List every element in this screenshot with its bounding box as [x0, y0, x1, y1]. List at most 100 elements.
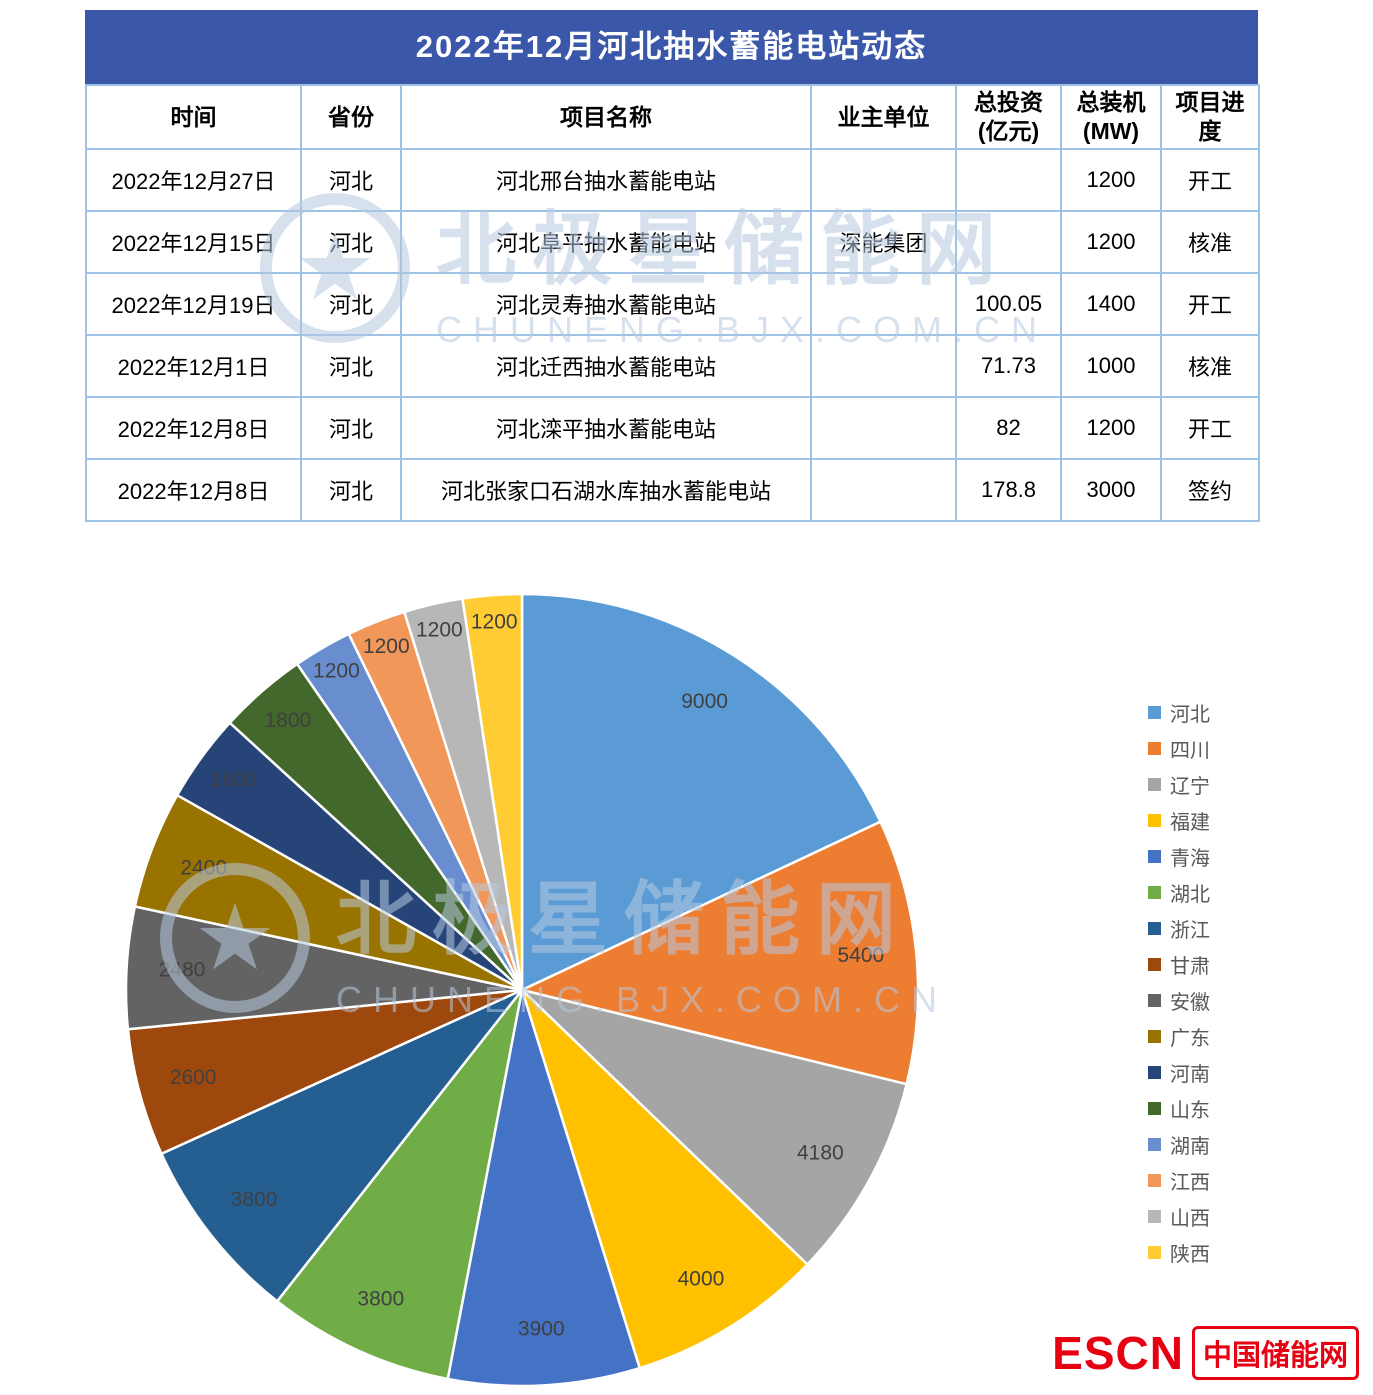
table-cell: 1200	[1060, 148, 1162, 212]
legend-label: 广东	[1170, 1027, 1210, 1050]
table-cell: 100.05	[955, 272, 1062, 336]
table-cell: 河北邢台抽水蓄能电站	[400, 148, 812, 212]
pie-data-label: 1200	[416, 619, 463, 642]
pie-chart: 9000 5400 4180 4000 3900 3800 3800 2600 2480 2400…	[124, 592, 920, 1388]
table-cell: 河北阜平抽水蓄能电站	[400, 210, 812, 274]
escn-brand-text: ESCN	[1052, 1327, 1184, 1379]
pie-data-label: 3900	[518, 1318, 565, 1341]
legend-item-广东: 广东	[1148, 1018, 1210, 1054]
header-cell: 时间	[85, 84, 302, 150]
pie-data-label: 3800	[231, 1188, 278, 1211]
pie-slice-陕西	[461, 592, 524, 991]
legend-label: 山西	[1170, 1207, 1210, 1230]
table-title: 2022年12月河北抽水蓄能电站动态	[85, 10, 1258, 84]
escn-site-name: 中国储能网	[1191, 1326, 1359, 1380]
table-cell	[955, 210, 1062, 274]
legend-item-江西: 江西	[1148, 1162, 1210, 1198]
legend-swatch-icon	[1148, 993, 1161, 1007]
table-cell: 2022年12月27日	[85, 148, 302, 212]
legend-swatch-icon	[1148, 921, 1161, 935]
legend-swatch-icon	[1148, 885, 1161, 899]
table-row: 2022年12月8日 河北 河北张家口石湖水库抽水蓄能电站 178.8 3000 签约	[85, 458, 1260, 522]
pie-data-label: 5400	[838, 944, 885, 967]
header-cell: 项目名称	[400, 84, 812, 150]
legend-item-山西: 山西	[1148, 1198, 1210, 1234]
header-cell: 总投资(亿元)	[955, 84, 1062, 150]
legend-label: 湖南	[1170, 1135, 1210, 1158]
legend-item-辽宁: 辽宁	[1148, 766, 1210, 802]
projects-table: 2022年12月河北抽水蓄能电站动态 时间 省份 项目名称 业主单位 总投资(亿元) 总装…	[85, 10, 1260, 522]
pie-slice-河北	[520, 592, 883, 992]
legend-item-陕西: 陕西	[1148, 1234, 1210, 1270]
legend-swatch-icon	[1148, 1173, 1161, 1187]
table-row: 2022年12月15日 河北 河北阜平抽水蓄能电站 深能集团 1200 核准	[85, 210, 1260, 274]
legend-label: 安徽	[1170, 991, 1210, 1014]
pie-slice-浙江	[159, 988, 523, 1303]
table-row: 2022年12月27日 河北 河北邢台抽水蓄能电站 1200 开工	[85, 148, 1260, 212]
table-cell: 河北张家口石湖水库抽水蓄能电站	[400, 458, 812, 522]
legend-swatch-icon	[1148, 1209, 1161, 1223]
legend-swatch-icon	[1148, 1065, 1161, 1079]
table-rows: 2022年12月27日 河北 河北邢台抽水蓄能电站 1200 开工 2022年12月15日…	[85, 148, 1260, 522]
table-cell: 开工	[1160, 272, 1260, 336]
table-cell: 河北	[300, 334, 402, 398]
pie-data-label: 2480	[159, 958, 206, 981]
legend-item-浙江: 浙江	[1148, 910, 1210, 946]
table-cell: 82	[955, 396, 1062, 460]
legend-item-河北: 河北	[1148, 694, 1210, 730]
table-cell	[810, 272, 957, 336]
legend-swatch-icon	[1148, 1137, 1161, 1151]
legend-swatch-icon	[1148, 741, 1161, 755]
legend-label: 江西	[1170, 1171, 1210, 1194]
pie-slice-青海	[446, 989, 642, 1388]
legend-label: 湖北	[1170, 883, 1210, 906]
table-cell: 开工	[1160, 396, 1260, 460]
table-row: 2022年12月19日 河北 河北灵寿抽水蓄能电站 100.05 1400 开工	[85, 272, 1260, 336]
legend-label: 陕西	[1170, 1243, 1210, 1266]
legend-item-山东: 山东	[1148, 1090, 1210, 1126]
table-header: 时间 省份 项目名称 业主单位 总投资(亿元) 总装机(MW) 项目进度	[85, 84, 1260, 150]
table-cell: 2022年12月1日	[85, 334, 302, 398]
table-cell: 开工	[1160, 148, 1260, 212]
legend-item-湖南: 湖南	[1148, 1126, 1210, 1162]
table-cell: 河北灵寿抽水蓄能电站	[400, 272, 812, 336]
table-cell: 178.8	[955, 458, 1062, 522]
legend-item-湖北: 湖北	[1148, 874, 1210, 910]
pie-data-label: 4000	[678, 1267, 725, 1290]
table-cell: 2022年12月19日	[85, 272, 302, 336]
legend-label: 甘肃	[1170, 955, 1210, 978]
legend-swatch-icon	[1148, 1029, 1161, 1043]
table-cell: 河北	[300, 272, 402, 336]
legend-item-河南: 河南	[1148, 1054, 1210, 1090]
table-cell: 签约	[1160, 458, 1260, 522]
table-cell: 河北	[300, 458, 402, 522]
legend-swatch-icon	[1148, 849, 1161, 863]
legend-label: 辽宁	[1170, 775, 1210, 798]
table-cell: 河北	[300, 148, 402, 212]
table-cell	[955, 148, 1062, 212]
header-cell: 省份	[300, 84, 402, 150]
legend-label: 河南	[1170, 1063, 1210, 1086]
pie-data-label: 3800	[357, 1287, 404, 1310]
pie-data-label: 2600	[170, 1066, 217, 1089]
legend-swatch-icon	[1148, 813, 1161, 827]
pie-data-label: 1800	[210, 768, 257, 791]
pie-slice-辽宁	[517, 987, 909, 1267]
table-row: 2022年12月8日 河北 河北滦平抽水蓄能电站 82 1200 开工	[85, 396, 1260, 460]
legend-label: 河北	[1170, 703, 1210, 726]
table-cell: 1400	[1060, 272, 1162, 336]
pie-slice-湖北	[275, 989, 524, 1381]
pie-data-label: 1200	[313, 659, 360, 682]
pie-slice-四川	[518, 820, 920, 1086]
table-cell	[810, 396, 957, 460]
table-cell: 核准	[1160, 210, 1260, 274]
table-cell: 河北滦平抽水蓄能电站	[400, 396, 812, 460]
header-cell: 业主单位	[810, 84, 957, 150]
chart-legend: 河北 四川 辽宁 福建 青海 湖北 浙江 甘肃 安徽 广东 河南 山东 湖南 江西 山西 陕西	[1148, 694, 1210, 1270]
legend-label: 福建	[1170, 811, 1210, 834]
table-cell	[810, 334, 957, 398]
pie-data-label: 1800	[264, 709, 311, 732]
table-cell: 3000	[1060, 458, 1162, 522]
legend-item-安徽: 安徽	[1148, 982, 1210, 1018]
legend-swatch-icon	[1148, 705, 1161, 719]
